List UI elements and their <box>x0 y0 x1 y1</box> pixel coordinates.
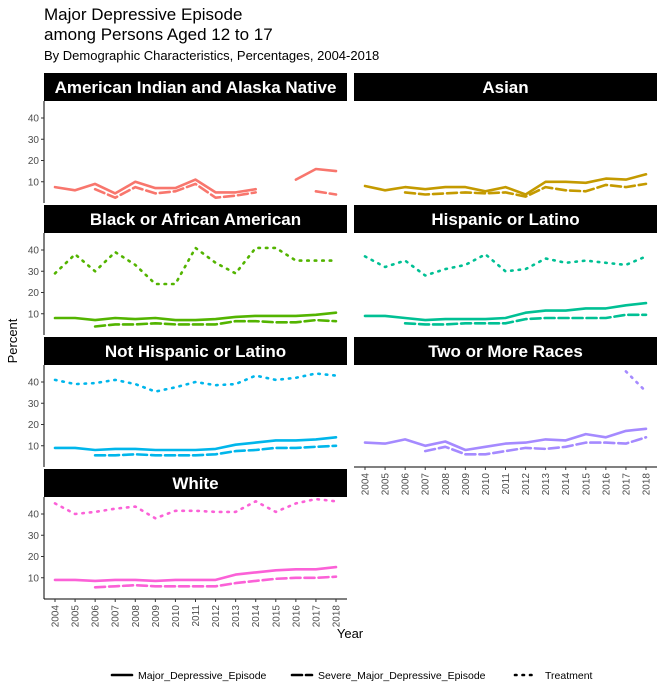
series-line-treatment <box>363 253 648 277</box>
facet-not-hispanic-or-latino: Not Hispanic or Latino 10 20 30 40 <box>28 337 347 467</box>
x-tick-label: 2018 <box>642 473 653 496</box>
facet-strip-label: Hispanic or Latino <box>431 210 579 229</box>
facet-strip <box>44 337 347 365</box>
x-tick-label: 2018 <box>332 605 343 628</box>
chart-title-line-1: Major Depressive Episode <box>44 5 242 24</box>
x-tick-label: 2017 <box>621 473 632 496</box>
facet-strip-label: American Indian and Alaska Native <box>55 78 337 97</box>
chart-title-line-2: among Persons Aged 12 to 17 <box>44 25 273 44</box>
y-tick-label: 10 <box>28 441 40 452</box>
x-tick-label: 2012 <box>521 473 532 496</box>
series-line-severe-major-depressive-episode <box>93 318 338 328</box>
x-tick-label: 2008 <box>131 605 142 628</box>
facet-strip <box>354 337 657 365</box>
x-tick-label: 2013 <box>541 473 552 496</box>
y-tick-label: 30 <box>28 267 40 278</box>
y-tick-label: 30 <box>28 135 40 146</box>
facet-strip-label: Asian <box>482 78 528 97</box>
y-tick-label: 10 <box>28 177 40 188</box>
facet-hispanic-or-latino: Hispanic or Latino <box>354 205 657 326</box>
series-line-severe-major-depressive-episode <box>423 435 648 456</box>
x-tick-label: 2013 <box>231 605 242 628</box>
y-tick-label: 20 <box>28 288 40 299</box>
x-tick-label: 2016 <box>601 473 612 496</box>
y-axis-title: Percent <box>5 318 20 363</box>
y-tick-label: 40 <box>28 114 40 125</box>
series-line-treatment <box>53 246 338 286</box>
series-line-major-depressive-episode <box>53 565 338 583</box>
legend: Major_Depressive_Episode Severe_Major_Dep… <box>110 670 593 682</box>
series-line-treatment <box>624 370 648 393</box>
x-tick-label: 2014 <box>251 605 262 628</box>
x-tick-label: 2016 <box>291 605 302 628</box>
series-line-major-depressive-episode <box>294 167 338 181</box>
facet-strip <box>354 205 657 233</box>
y-tick-label: 30 <box>28 531 40 542</box>
series-line-severe-major-depressive-episode <box>403 313 648 326</box>
series-line-major-depressive-episode <box>363 427 648 452</box>
facet-strip-label: Two or More Races <box>428 342 583 361</box>
y-tick-label: 20 <box>28 420 40 431</box>
x-tick-label: 2009 <box>461 473 472 496</box>
x-tick-label: 2006 <box>401 473 412 496</box>
series-line-severe-major-depressive-episode <box>93 575 338 589</box>
y-tick-label: 10 <box>28 309 40 320</box>
series-line-treatment <box>53 372 338 393</box>
facet-american-indian-and-alaska-native: American Indian and Alaska Native 10 20 30 4… <box>28 73 347 203</box>
facet-strip-label: Black or African American <box>90 210 301 229</box>
facet-black-or-african-american: Black or African American 10 20 30 40 <box>28 205 347 335</box>
facet-two-or-more-races: Two or More Races 2004 2005 2006 2007 2008 200… <box>354 337 657 495</box>
legend-label: Major_Depressive_Episode <box>138 670 267 682</box>
x-tick-label: 2007 <box>421 473 432 496</box>
x-tick-label: 2014 <box>561 473 572 496</box>
facet-strip-label: White <box>172 474 218 493</box>
y-tick-label: 40 <box>28 510 40 521</box>
series-line-major-depressive-episode <box>53 178 257 195</box>
x-tick-label: 2010 <box>481 473 492 496</box>
y-tick-label: 20 <box>28 156 40 167</box>
x-tick-label: 2007 <box>111 605 122 628</box>
x-tick-label: 2009 <box>151 605 162 628</box>
series-line-severe-major-depressive-episode <box>93 444 338 457</box>
y-tick-label: 20 <box>28 552 40 563</box>
x-tick-label: 2011 <box>191 605 202 627</box>
facet-panels: American Indian and Alaska Native 10 20 30 4… <box>28 73 657 627</box>
x-tick-label: 2008 <box>441 473 452 496</box>
y-tick-label: 40 <box>28 246 40 257</box>
x-tick-label: 2010 <box>171 605 182 628</box>
series-line-major-depressive-episode <box>363 301 648 322</box>
x-tick-label: 2011 <box>501 473 512 495</box>
x-tick-label: 2015 <box>581 473 592 496</box>
legend-label: Severe_Major_Depressive_Episode <box>318 670 486 682</box>
facet-strip <box>44 73 347 101</box>
y-tick-label: 40 <box>28 378 40 389</box>
legend-label: Treatment <box>545 670 593 682</box>
x-tick-label: 2006 <box>91 605 102 628</box>
series-line-severe-major-depressive-episode <box>93 182 257 199</box>
facet-strip <box>354 73 657 101</box>
series-line-severe-major-depressive-episode <box>314 190 338 196</box>
x-axis-title: Year <box>337 626 364 641</box>
x-tick-label: 2005 <box>381 473 392 496</box>
facet-strip <box>44 205 347 233</box>
x-tick-label: 2005 <box>71 605 82 628</box>
series-line-major-depressive-episode <box>53 435 338 452</box>
x-tick-label: 2004 <box>361 473 372 496</box>
series-line-treatment <box>53 497 338 520</box>
facet-white: White 10 20 30 40 2004 2005 2006 2007 2008 2009 201… <box>28 469 347 627</box>
series-line-severe-major-depressive-episode <box>403 182 648 198</box>
x-tick-label: 2017 <box>311 605 322 628</box>
x-tick-label: 2004 <box>51 605 62 628</box>
series-line-major-depressive-episode <box>53 311 338 322</box>
facet-strip-label: Not Hispanic or Latino <box>105 342 286 361</box>
facet-strip <box>44 469 347 497</box>
x-tick-label: 2015 <box>271 605 282 628</box>
chart-subtitle: By Demographic Characteristics, Percenta… <box>44 48 379 63</box>
facet-asian: Asian <box>354 73 657 198</box>
series-line-major-depressive-episode <box>363 173 648 196</box>
y-tick-label: 30 <box>28 399 40 410</box>
x-tick-label: 2012 <box>211 605 222 628</box>
y-tick-label: 10 <box>28 573 40 584</box>
